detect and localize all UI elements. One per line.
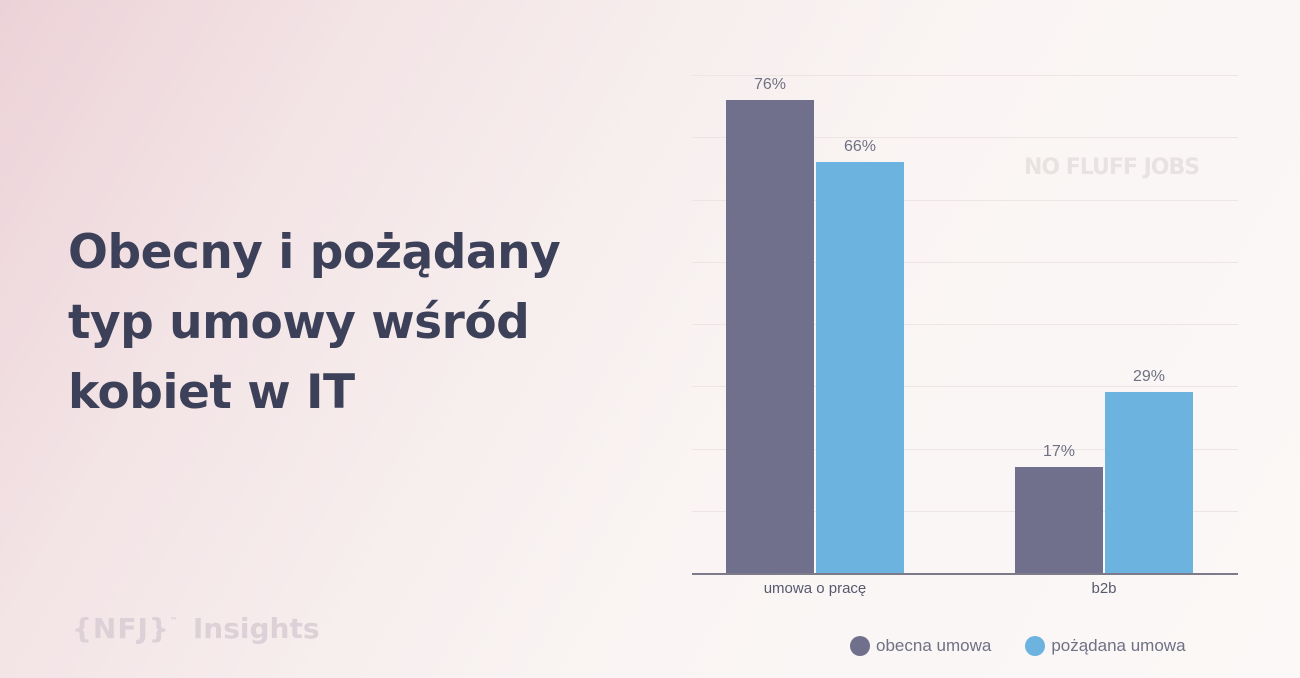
bar-chart: 76% 66% umowa o pracę 17% 29% b2b: [692, 60, 1238, 600]
legend-dot-icon: [1025, 636, 1046, 656]
title-line-1: Obecny i pożądany: [68, 225, 561, 280]
bar-value-label: 17%: [1042, 443, 1076, 461]
chart-legend: obecna umowa pożądana umowa: [850, 636, 1220, 656]
gridline: [692, 199, 1238, 201]
bar-value-label: 76%: [753, 75, 787, 93]
legend-item-obecna: obecna umowa: [850, 636, 991, 656]
legend-item-pozadana: pożądana umowa: [1025, 636, 1186, 656]
gridline: [692, 386, 1238, 388]
gridline: [692, 261, 1238, 263]
gridline: [692, 324, 1238, 325]
legend-dot-icon: [850, 636, 870, 656]
gridline: [692, 510, 1238, 512]
no-fluff-jobs-watermark: NO FLUFF JOBS: [1024, 155, 1200, 180]
legend-label: obecna umowa: [876, 636, 992, 655]
bar-value-label: 29%: [1132, 368, 1166, 386]
category-label: b2b: [1091, 580, 1117, 597]
title-line-3: kobiet w IT: [68, 365, 355, 420]
bar-pozadana: [1105, 392, 1193, 573]
gridline: [692, 137, 1238, 139]
bar-obecna: [1015, 467, 1103, 573]
nfj-insights-logo: {NFJ}™ Insights: [72, 612, 320, 645]
title-line-2: typ umowy wśród: [68, 295, 530, 350]
legend-label: pożądana umowa: [1051, 636, 1186, 655]
category-label: umowa o pracę: [763, 580, 867, 597]
gridline: [692, 75, 1238, 76]
page-title: Obecny i pożądany typ umowy wśród kobiet…: [68, 218, 648, 428]
insights-label: Insights: [192, 612, 320, 645]
x-axis-line: [692, 573, 1238, 575]
nfj-bracket-logo: {NFJ}: [72, 612, 170, 645]
bar-obecna: [726, 99, 814, 573]
bar-pozadana: [816, 162, 904, 573]
trademark-mark: ™: [169, 616, 179, 625]
bar-value-label: 66%: [843, 138, 877, 156]
gridline: [692, 448, 1238, 450]
